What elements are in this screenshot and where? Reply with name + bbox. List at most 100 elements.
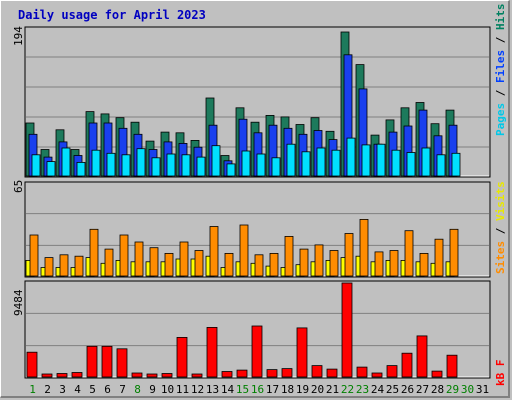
- x-tick-label-day-5: 5: [89, 383, 96, 396]
- x-tick-label-day-9: 9: [149, 383, 156, 396]
- bar-kbytes-day-5: [86, 345, 98, 378]
- bar-kbytes-day-13: [206, 326, 218, 378]
- bar-kbytes-day-18: [281, 368, 293, 378]
- x-tick-label-day-20: 20: [311, 383, 324, 396]
- bar-pages-day-7: [121, 154, 131, 177]
- bar-sites-day-18: [284, 235, 294, 277]
- bar-sites-day-3: [59, 254, 69, 277]
- bar-pages-day-21: [331, 149, 341, 177]
- bar-sites-day-19: [299, 248, 309, 277]
- bar-kbytes-day-12: [191, 373, 203, 378]
- bar-sites-day-22: [344, 233, 354, 277]
- bar-sites-day-17: [269, 252, 279, 277]
- x-tick-label-day-8: 8: [134, 383, 141, 396]
- bar-pages-day-13: [211, 145, 221, 177]
- bar-sites-day-15: [239, 224, 249, 277]
- bar-pages-day-19: [301, 151, 311, 177]
- x-tick-label-day-27: 27: [416, 383, 429, 396]
- x-tick-label-day-12: 12: [191, 383, 204, 396]
- bar-sites-day-4: [74, 255, 84, 277]
- bar-pages-day-24: [376, 143, 386, 177]
- x-tick-label-day-1: 1: [29, 383, 36, 396]
- bar-pages-day-29: [451, 152, 461, 177]
- bar-kbytes-day-19: [296, 327, 308, 378]
- x-tick-label-day-17: 17: [266, 383, 279, 396]
- bar-sites-day-8: [134, 241, 144, 277]
- bar-sites-day-29: [449, 228, 459, 277]
- x-tick-label-day-14: 14: [221, 383, 235, 396]
- x-tick-label-day-18: 18: [281, 383, 294, 396]
- bar-kbytes-day-10: [161, 373, 173, 378]
- bar-pages-day-20: [316, 147, 326, 177]
- x-tick-label-day-25: 25: [386, 383, 399, 396]
- x-tick-label-day-29: 29: [446, 383, 459, 396]
- x-tick-label-day-26: 26: [401, 383, 414, 396]
- bar-sites-day-23: [359, 218, 369, 277]
- x-tick-label-day-7: 7: [119, 383, 126, 396]
- bar-kbytes-day-14: [221, 371, 233, 378]
- bar-pages-day-16: [256, 153, 266, 177]
- bar-pages-day-17: [271, 157, 281, 177]
- bar-pages-day-27: [421, 147, 431, 177]
- bar-sites-day-20: [314, 244, 324, 277]
- bar-sites-day-27: [419, 252, 429, 277]
- bar-sites-day-9: [149, 247, 159, 277]
- bar-sites-day-21: [329, 250, 339, 277]
- bar-kbytes-day-25: [386, 365, 398, 378]
- bar-pages-day-14: [226, 163, 236, 177]
- bar-kbytes-day-24: [371, 372, 383, 378]
- x-tick-label-day-2: 2: [44, 383, 51, 396]
- bar-kbytes-day-21: [326, 368, 338, 378]
- x-tick-label-day-11: 11: [176, 383, 189, 396]
- bar-kbytes-day-3: [56, 373, 68, 378]
- bar-kbytes-day-23: [356, 366, 368, 378]
- x-tick-label-day-28: 28: [431, 383, 444, 396]
- bar-pages-day-11: [181, 154, 191, 177]
- bar-kbytes-day-20: [311, 365, 323, 378]
- x-tick-label-day-23: 23: [356, 383, 369, 396]
- x-tick-label-day-13: 13: [206, 383, 219, 396]
- bar-kbytes-day-28: [431, 370, 443, 378]
- bar-pages-day-6: [106, 152, 116, 177]
- bar-pages-day-12: [196, 156, 206, 177]
- bar-sites-day-1: [29, 234, 39, 277]
- bar-kbytes-day-27: [416, 335, 428, 378]
- bar-kbytes-day-16: [251, 325, 263, 378]
- bar-kbytes-day-29: [446, 354, 458, 378]
- bar-sites-day-6: [104, 248, 114, 277]
- bar-pages-day-2: [46, 161, 56, 177]
- bar-kbytes-day-11: [176, 336, 188, 378]
- bar-kbytes-day-4: [71, 372, 83, 378]
- x-tick-label-day-21: 21: [326, 383, 339, 396]
- bar-pages-day-22: [346, 137, 356, 177]
- bar-pages-day-3: [61, 147, 71, 177]
- bar-sites-day-26: [404, 230, 414, 277]
- bar-sites-day-5: [89, 228, 99, 277]
- bar-pages-day-25: [391, 149, 401, 177]
- bar-sites-day-16: [254, 254, 264, 277]
- x-tick-label-day-10: 10: [161, 383, 174, 396]
- bar-pages-day-8: [136, 148, 146, 177]
- bar-kbytes-day-8: [131, 372, 143, 378]
- x-tick-label-day-4: 4: [74, 383, 81, 396]
- bar-kbytes-day-7: [116, 348, 128, 378]
- bar-kbytes-day-2: [41, 373, 53, 378]
- bar-kbytes-day-1: [26, 351, 38, 378]
- bar-sites-day-14: [224, 252, 234, 277]
- x-tick-label-day-3: 3: [59, 383, 66, 396]
- bar-sites-day-7: [119, 234, 129, 277]
- x-tick-label-day-30: 30: [461, 383, 474, 396]
- x-tick-label-day-24: 24: [371, 383, 385, 396]
- bar-pages-day-9: [151, 157, 161, 177]
- bar-sites-day-28: [434, 238, 444, 277]
- bar-kbytes-day-9: [146, 373, 158, 378]
- x-tick-label-day-15: 15: [236, 383, 249, 396]
- bar-pages-day-10: [166, 153, 176, 177]
- x-tick-label-day-31: 31: [476, 383, 489, 396]
- bar-kbytes-day-22: [341, 282, 353, 378]
- bar-kbytes-day-17: [266, 369, 278, 378]
- bar-pages-day-23: [361, 144, 371, 177]
- bar-sites-day-25: [389, 250, 399, 277]
